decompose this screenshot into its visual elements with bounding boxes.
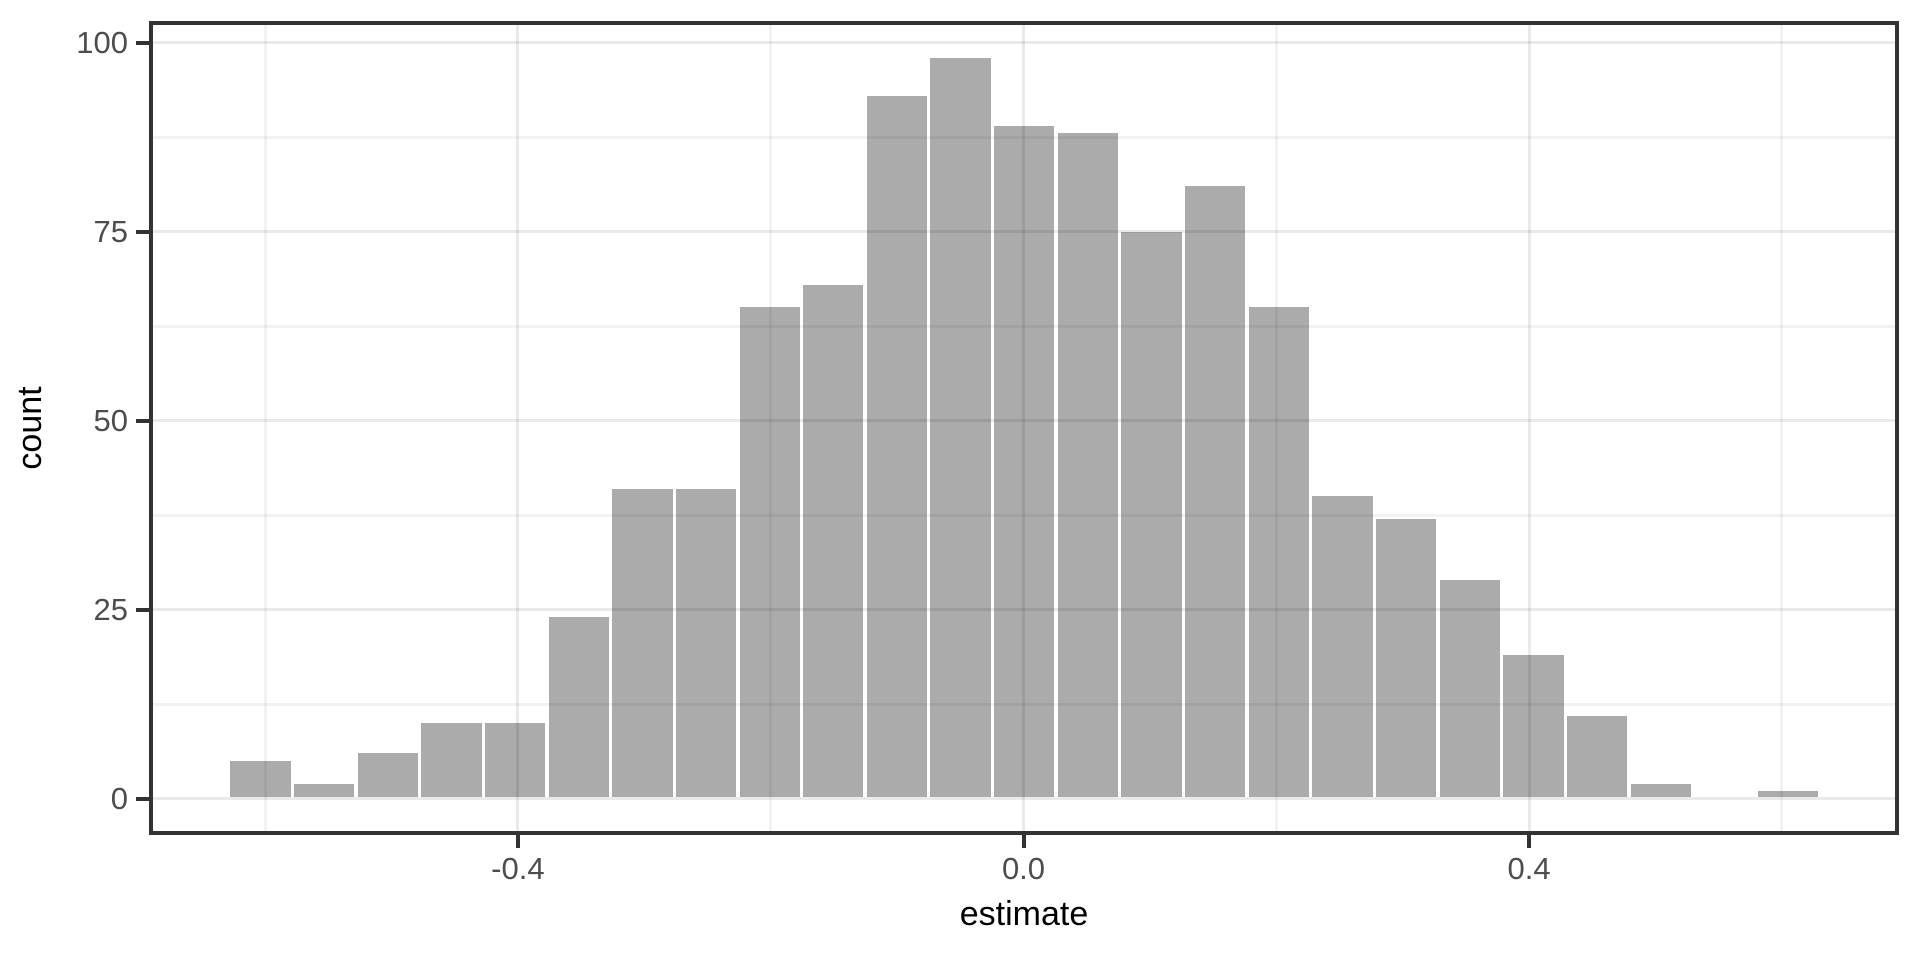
- y-tick-mark: [136, 796, 149, 801]
- y-tick-mark: [136, 418, 149, 423]
- histogram-bar: [1566, 715, 1628, 797]
- x-axis-title: estimate: [959, 895, 1089, 933]
- histogram-bar: [739, 307, 800, 797]
- histogram-bar: [612, 488, 673, 797]
- histogram-bar: [1439, 579, 1500, 797]
- y-tick-mark: [136, 229, 149, 234]
- y-tick-mark: [136, 40, 149, 45]
- histogram-bar: [293, 783, 355, 797]
- x-tick-mark: [1021, 835, 1026, 848]
- y-axis-title: count: [11, 386, 49, 470]
- y-tick-label: 100: [76, 24, 128, 60]
- histogram-bar: [1121, 231, 1182, 797]
- gridline-vertical-minor: [263, 25, 267, 831]
- y-tick-label: 25: [93, 591, 128, 627]
- gridline-vertical-minor: [1780, 25, 1784, 831]
- x-tick-label: -0.4: [491, 851, 545, 886]
- x-tick-mark: [1527, 835, 1532, 848]
- y-tick-label: 0: [110, 780, 128, 816]
- x-tick-label: 0.4: [1507, 851, 1551, 886]
- histogram-bar: [994, 125, 1055, 797]
- x-tick-label: 0.0: [1001, 851, 1046, 886]
- histogram-bar: [803, 284, 864, 797]
- histogram-bar: [675, 488, 737, 797]
- histogram-bar: [484, 723, 546, 797]
- gridline-vertical-major: [516, 25, 520, 831]
- gridline-horizontal-major: [153, 797, 1895, 801]
- histogram-bar: [421, 723, 482, 797]
- gridline-horizontal-major: [153, 41, 1895, 45]
- histogram-bar: [230, 760, 291, 797]
- y-tick-label: 50: [93, 402, 128, 438]
- x-tick-mark: [515, 835, 520, 848]
- histogram-bar: [930, 57, 991, 797]
- histogram-bar: [1312, 496, 1373, 797]
- histogram-bar: [1248, 307, 1310, 797]
- histogram-bar: [1630, 783, 1691, 797]
- y-tick-label: 75: [93, 213, 128, 249]
- histogram-bar: [866, 95, 928, 797]
- histogram-bar: [548, 617, 609, 797]
- histogram-bar: [1376, 519, 1437, 797]
- histogram-bar: [1503, 655, 1564, 797]
- histogram-bar: [1185, 186, 1246, 797]
- histogram-bar: [357, 753, 418, 797]
- y-tick-mark: [136, 607, 149, 612]
- histogram-bar: [1057, 133, 1119, 797]
- histogram-bar: [1757, 791, 1819, 797]
